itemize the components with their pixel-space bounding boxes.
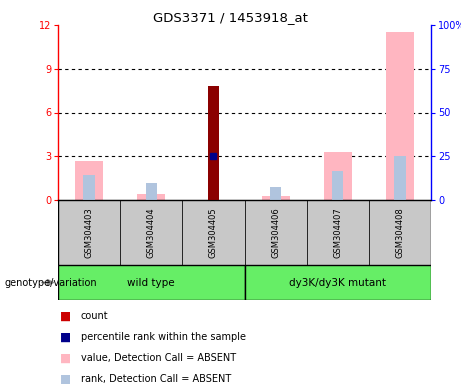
Text: GSM304408: GSM304408 — [396, 207, 404, 258]
Text: percentile rank within the sample: percentile rank within the sample — [81, 332, 246, 342]
FancyBboxPatch shape — [307, 200, 369, 265]
Bar — [261, 195, 290, 200]
FancyBboxPatch shape — [120, 200, 183, 265]
Text: GSM304407: GSM304407 — [333, 207, 342, 258]
Text: ■: ■ — [60, 373, 71, 384]
FancyBboxPatch shape — [58, 265, 244, 300]
Bar — [270, 187, 281, 200]
FancyBboxPatch shape — [244, 265, 431, 300]
Text: dy3K/dy3K mutant: dy3K/dy3K mutant — [289, 278, 386, 288]
Text: genotype/variation: genotype/variation — [5, 278, 97, 288]
Text: GDS3371 / 1453918_at: GDS3371 / 1453918_at — [153, 12, 308, 25]
Text: wild type: wild type — [127, 278, 175, 288]
Bar — [386, 32, 414, 200]
Text: ■: ■ — [60, 331, 71, 344]
Bar — [137, 194, 165, 200]
Text: ■: ■ — [60, 352, 71, 365]
Bar — [83, 175, 95, 200]
Text: rank, Detection Call = ABSENT: rank, Detection Call = ABSENT — [81, 374, 231, 384]
Text: GSM304404: GSM304404 — [147, 207, 156, 258]
Text: ■: ■ — [60, 310, 71, 323]
Bar — [146, 182, 157, 200]
Text: value, Detection Call = ABSENT: value, Detection Call = ABSENT — [81, 353, 236, 363]
Bar — [324, 152, 352, 200]
FancyBboxPatch shape — [58, 200, 120, 265]
Bar — [208, 86, 219, 200]
Text: GSM304405: GSM304405 — [209, 207, 218, 258]
FancyBboxPatch shape — [244, 200, 307, 265]
Text: GSM304403: GSM304403 — [84, 207, 94, 258]
Bar — [394, 156, 406, 200]
Text: GSM304406: GSM304406 — [271, 207, 280, 258]
Bar — [332, 171, 343, 200]
FancyBboxPatch shape — [183, 200, 244, 265]
Bar — [75, 161, 103, 200]
Text: count: count — [81, 311, 108, 321]
FancyBboxPatch shape — [369, 200, 431, 265]
